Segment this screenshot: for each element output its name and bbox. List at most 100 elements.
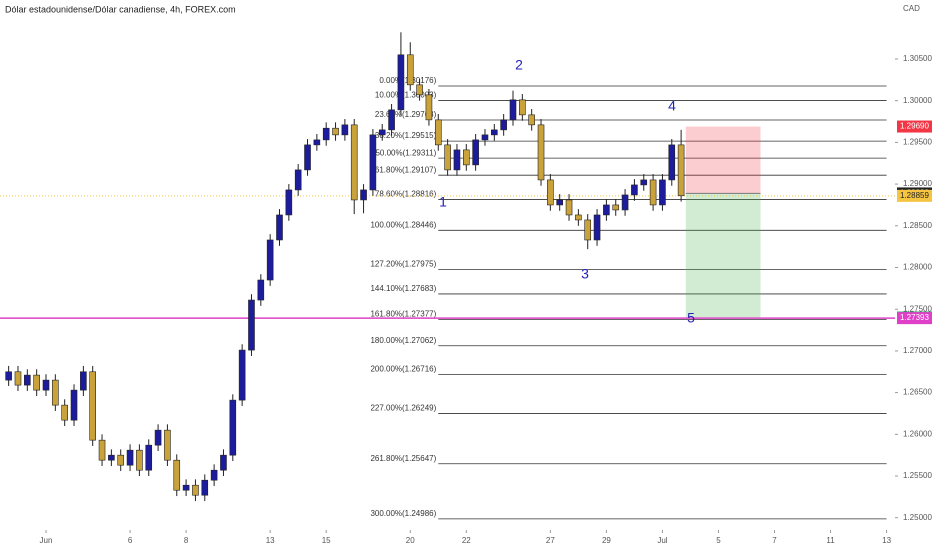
x-tick-label: 20 [406,536,415,545]
candle-body [472,139,479,166]
x-tick-label: 29 [602,536,611,545]
stop-zone [685,126,761,194]
candle-body [294,169,302,191]
x-tick-label: 27 [546,536,555,545]
candle-body [201,479,209,496]
candle-body [584,219,592,241]
candle-body [42,379,50,391]
fib-label: 144.10%(1.27683) [370,284,436,293]
candle-body [388,109,395,131]
candle-body [631,184,638,196]
candle-body [14,371,22,386]
candle-body [603,204,610,216]
candle-body [369,134,377,191]
candle-body [640,179,648,186]
candle-body [61,404,68,421]
candle-body [276,214,283,241]
y-tick-label: 1.26000 [903,429,932,438]
fib-label: 300.00%(1.24986) [370,509,436,518]
candle-body [173,459,181,491]
x-tick-label: 6 [128,536,133,545]
candle-body [500,119,507,131]
price-tag-label: 1.27393 [900,313,929,322]
candle-body [491,129,498,136]
candle-body [248,299,255,351]
candle-body [98,439,106,461]
candle-body [257,279,265,301]
candle-body [556,199,563,206]
wave-label: 1 [439,194,447,210]
target-zone [685,193,761,318]
candle-body [462,149,470,166]
x-tick-label: Jun [40,536,53,545]
fib-label: 10.00%(1.30003) [375,91,437,100]
y-tick-label: 1.29000 [903,179,932,188]
candle-body [537,124,545,181]
x-tick-label: 22 [462,536,471,545]
fib-label: 61.80%(1.29107) [375,165,437,174]
x-tick-label: 7 [772,536,777,545]
x-tick-label: 13 [882,536,891,545]
candle-body [182,484,190,491]
candle-body [52,379,59,406]
x-tick-label: 13 [266,536,275,545]
candle-body [659,179,666,206]
candle-body [70,389,78,421]
candle-body [593,214,601,241]
y-tick-label: 1.25500 [903,471,932,480]
fib-label: 200.00%(1.26716) [370,365,436,374]
fib-label: 127.20%(1.27975) [370,260,436,269]
candle-body [154,429,162,446]
currency-label: CAD [903,4,920,13]
candle-body [285,189,293,216]
candle-body [108,454,115,461]
y-tick-label: 1.29500 [903,137,932,146]
x-tick-label: 11 [826,536,835,545]
fib-label: 23.60%(1.29768) [375,110,437,119]
x-tick-label: 5 [716,536,721,545]
y-tick-label: 1.27000 [903,346,932,355]
candle-body [565,199,573,216]
candle-body [612,204,620,211]
candle-body [528,114,535,126]
fib-label: 180.00%(1.27062) [370,336,436,345]
candle-body [425,94,433,121]
candle-body [80,371,87,391]
candle-body [313,139,321,146]
y-tick-label: 1.30000 [903,96,932,105]
candle-body [416,84,423,96]
candle-body [136,449,143,471]
candle-body [453,149,461,171]
candle-body [575,214,582,221]
fib-label: 227.00%(1.26249) [370,404,436,413]
y-tick-label: 1.30500 [903,54,932,63]
price-tag [897,312,932,325]
wave-label: 3 [581,266,589,282]
candle-body [332,127,339,136]
candle-body [220,454,227,471]
candle-body [210,469,218,481]
candle-body [649,179,657,206]
fib-label: 261.80%(1.25647) [370,454,436,463]
candle-body [89,371,96,441]
y-tick-label: 1.27500 [903,304,932,313]
candle-body [350,124,358,201]
candle-body [304,144,311,171]
wave-label: 2 [515,57,523,73]
candle-body [444,144,451,171]
candle-body [406,54,414,86]
fib-label: 100.00%(1.28446) [370,220,436,229]
candle-body [668,144,676,181]
candle-body [238,349,246,401]
fib-label: 78.60%(1.28816) [375,190,437,199]
candle-body [481,134,489,141]
price-tag-label: 1.28859 [900,191,929,200]
candle-body [192,484,199,496]
candle-body [434,119,442,146]
candle-body [621,194,629,211]
candle-body [547,179,554,206]
candle-body [519,99,526,116]
wave-label: 5 [687,310,695,326]
